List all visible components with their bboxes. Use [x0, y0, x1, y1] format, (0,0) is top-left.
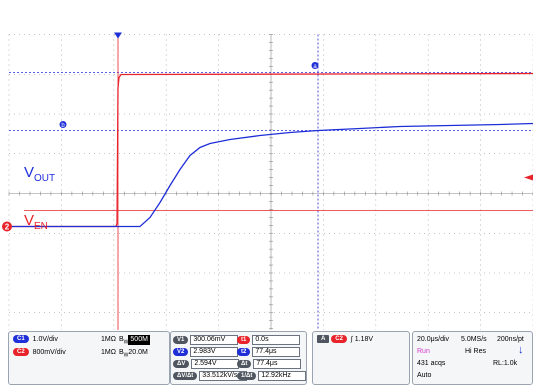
channel-1-scale: 1.0V/div — [32, 336, 58, 343]
meas-dv: ΔV 2.594V — [173, 359, 240, 369]
status-bar: C1 1.0V/div 1MΩ BW 500M C2 800mV/div 1MΩ … — [0, 330, 533, 385]
vout-label-main: V — [24, 164, 35, 181]
v2-value: 2.983V — [190, 347, 239, 357]
timebase-rate: 20.0μs/div — [417, 336, 450, 343]
cursor-marker-a — [311, 62, 319, 69]
cursor-marker-b — [59, 121, 67, 128]
cursor-marker-a-label: a — [313, 64, 317, 70]
meas-dt: Δt 77.4μs — [237, 359, 302, 369]
dvdt-chip: ΔV/Δt — [173, 372, 198, 380]
meas-freq: 1/Δt 12.92kHz — [237, 371, 307, 381]
channel-2-bandwidth: BW20.0M — [119, 348, 148, 360]
v2-chip: V2 — [173, 348, 189, 356]
channel-2-ground-label: 2 — [5, 223, 10, 232]
vout-label-sub: OUT — [34, 173, 56, 184]
v1-value: 300.06mV — [190, 335, 239, 345]
dt-chip: Δt — [237, 360, 252, 368]
v1-chip: V1 — [173, 336, 189, 344]
rising-edge-icon: ∫ — [350, 336, 353, 343]
freq-chip: 1/Δt — [237, 372, 257, 380]
run-status: Run — [417, 348, 430, 355]
trigger-position-marker — [114, 32, 122, 39]
meas-t1: t1 0.0s — [237, 335, 301, 345]
dv-chip: ΔV — [173, 360, 190, 368]
meas-v1: V1 300.06mV — [173, 335, 239, 345]
trigger-row[interactable]: A C2 ∫ 1.18V — [317, 335, 373, 345]
dv-value: 2.594V — [191, 359, 240, 369]
dt-value: 77.4μs — [253, 359, 302, 369]
bw-prefix: B — [119, 336, 124, 343]
channel-settings-panel[interactable]: C1 1.0V/div 1MΩ BW 500M C2 800mV/div 1MΩ … — [8, 331, 170, 385]
channel-2-ground-marker — [2, 221, 12, 232]
bw-sub: W — [123, 352, 129, 359]
waveform-traces — [9, 72, 533, 228]
time-per-point: 200ns/pt — [497, 336, 524, 343]
acquisition-count: 431 acqs — [417, 360, 446, 367]
channel-1-row[interactable]: C1 1.0V/div 1MΩ BW 500M — [13, 335, 150, 345]
channel-2-impedance: 1MΩ — [101, 349, 116, 356]
trigger-level: 1.18V — [354, 336, 374, 343]
down-arrow-icon: ↓ — [518, 344, 524, 356]
graticule-background — [0, 27, 533, 358]
channel-2-chip[interactable]: C2 — [13, 348, 29, 357]
freq-value: 12.92kHz — [258, 371, 307, 381]
trigger-panel[interactable]: A C2 ∫ 1.18V — [312, 331, 410, 385]
trigger-mode-chip[interactable]: A — [317, 335, 330, 344]
trigger-auto: Auto — [417, 372, 432, 379]
cursor-measurement-panel[interactable]: V1 300.06mV V2 2.983V ΔV 2.594V ΔV/Δt 33.512… — [170, 331, 307, 385]
t2-value: 77.4μs — [252, 347, 301, 357]
record-length: RL:1.0k — [493, 360, 518, 367]
vout-waveform — [9, 122, 533, 228]
bw-sub: W — [123, 339, 129, 346]
bw-prefix: B — [119, 349, 124, 356]
t1-value: 0.0s — [252, 335, 301, 345]
ven-label-main: V — [24, 212, 35, 229]
channel-1-bandwidth: BW 500M — [119, 335, 150, 347]
meas-t2: t2 77.4μs — [237, 347, 301, 357]
t1-chip: t1 — [237, 336, 251, 344]
vout-trace-label: VOUT — [24, 164, 56, 184]
sample-rate: 5.0MS/s — [461, 336, 487, 343]
channel-1-bw-value: 500M — [128, 335, 150, 345]
channel-1-chip[interactable]: C1 — [13, 335, 29, 344]
ven-label-sub: EN — [34, 221, 48, 232]
channel-2-row[interactable]: C2 800mV/div 1MΩ BW20.0M — [13, 348, 148, 358]
meas-v2: V2 2.983V — [173, 347, 239, 357]
graticule-grid — [8, 34, 533, 353]
ven-trace-label: VEN — [24, 212, 48, 232]
t2-chip: t2 — [237, 348, 251, 356]
channel-1-impedance: 1MΩ — [101, 336, 116, 343]
channel-2-bw-value: 20.0M — [128, 349, 148, 356]
cursor-marker-b-label: b — [61, 123, 65, 129]
acquisition-mode: Hi Res — [465, 348, 487, 355]
timebase-panel[interactable]: 20.0μs/div 5.0MS/s 200ns/pt Run Hi Res ↓… — [412, 331, 533, 385]
trigger-level-arrow — [524, 174, 533, 181]
trigger-channel-chip[interactable]: C2 — [331, 335, 347, 344]
trace-markers: a b 2 — [2, 32, 533, 232]
channel-2-scale: 800mV/div — [32, 349, 66, 356]
